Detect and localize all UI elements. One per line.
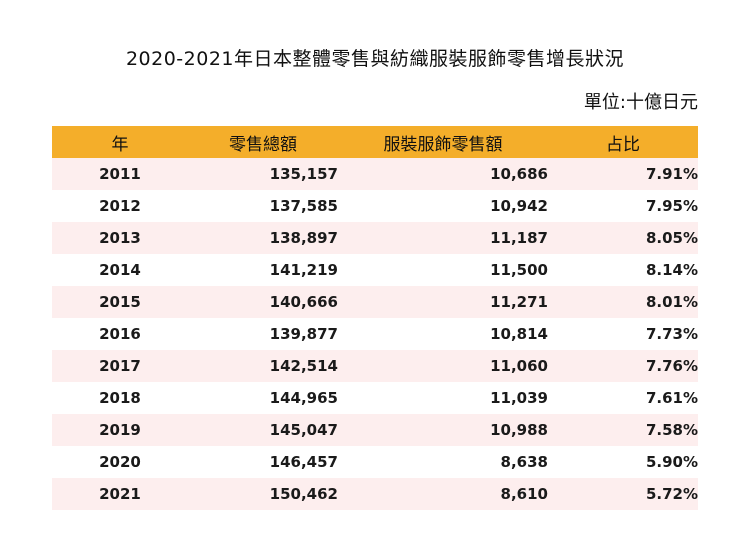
cell-year: 2012 [52, 190, 188, 222]
cell-total: 144,965 [269, 389, 338, 407]
cell-apparel: 10,686 [490, 165, 548, 183]
cell-share: 7.73% [645, 325, 698, 343]
table-row: 2018 144,965 11,039 7.61% [52, 382, 698, 414]
cell-year: 2018 [52, 382, 188, 414]
table-row: 2021 150,462 8,610 5.72% [52, 478, 698, 510]
unit-label: 單位:十億日元 [583, 92, 698, 113]
table-row: 2013 138,897 11,187 8.05% [52, 222, 698, 254]
cell-share: 8.14% [645, 261, 698, 279]
header-apparel-retail: 服裝服飾零售額 [338, 126, 548, 158]
table-row: 2015 140,666 11,271 8.01% [52, 286, 698, 318]
table-header-row: 年 零售總額 服裝服飾零售額 占比 [52, 126, 698, 158]
cell-apparel: 10,942 [490, 197, 548, 215]
cell-share: 7.61% [645, 389, 698, 407]
cell-apparel: 11,060 [490, 357, 548, 375]
table-row: 2014 141,219 11,500 8.14% [52, 254, 698, 286]
table-row: 2016 139,877 10,814 7.73% [52, 318, 698, 350]
cell-year: 2013 [52, 222, 188, 254]
cell-total: 146,457 [269, 453, 338, 471]
cell-share: 5.90% [645, 453, 698, 471]
cell-share: 7.76% [645, 357, 698, 375]
cell-apparel: 10,814 [490, 325, 548, 343]
table-row: 2011 135,157 10,686 7.91% [52, 158, 698, 190]
table-row: 2017 142,514 11,060 7.76% [52, 350, 698, 382]
cell-apparel: 11,187 [490, 229, 548, 247]
cell-total: 135,157 [269, 165, 338, 183]
table-row: 2019 145,047 10,988 7.58% [52, 414, 698, 446]
cell-apparel: 8,638 [500, 453, 548, 471]
cell-total: 138,897 [269, 229, 338, 247]
header-total-retail: 零售總額 [188, 126, 338, 158]
cell-total: 145,047 [269, 421, 338, 439]
cell-share: 8.01% [645, 293, 698, 311]
cell-year: 2017 [52, 350, 188, 382]
cell-year: 2021 [52, 478, 188, 510]
cell-year: 2015 [52, 286, 188, 318]
cell-year: 2019 [52, 414, 188, 446]
cell-year: 2014 [52, 254, 188, 286]
cell-year: 2020 [52, 446, 188, 478]
cell-apparel: 10,988 [490, 421, 548, 439]
cell-share: 7.95% [645, 197, 698, 215]
cell-share: 5.72% [645, 485, 698, 503]
header-year: 年 [52, 126, 188, 158]
cell-total: 150,462 [269, 485, 338, 503]
data-table: 年 零售總額 服裝服飾零售額 占比 2011 135,157 10,686 7.… [52, 126, 698, 510]
cell-total: 139,877 [269, 325, 338, 343]
cell-total: 142,514 [269, 357, 338, 375]
table-body: 2011 135,157 10,686 7.91% 2012 137,585 1… [52, 158, 698, 510]
table-row: 2020 146,457 8,638 5.90% [52, 446, 698, 478]
cell-year: 2011 [52, 158, 188, 190]
cell-total: 137,585 [269, 197, 338, 215]
header-share: 占比 [548, 126, 698, 158]
cell-share: 7.58% [645, 421, 698, 439]
cell-total: 141,219 [269, 261, 338, 279]
cell-apparel: 11,500 [490, 261, 548, 279]
cell-year: 2016 [52, 318, 188, 350]
cell-total: 140,666 [269, 293, 338, 311]
cell-share: 7.91% [645, 165, 698, 183]
cell-apparel: 8,610 [500, 485, 548, 503]
cell-share: 8.05% [645, 229, 698, 247]
page-title: 2020-2021年日本整體零售與紡織服裝服飾零售增長狀況 [125, 48, 625, 70]
cell-apparel: 11,039 [490, 389, 548, 407]
table-row: 2012 137,585 10,942 7.95% [52, 190, 698, 222]
cell-apparel: 11,271 [490, 293, 548, 311]
